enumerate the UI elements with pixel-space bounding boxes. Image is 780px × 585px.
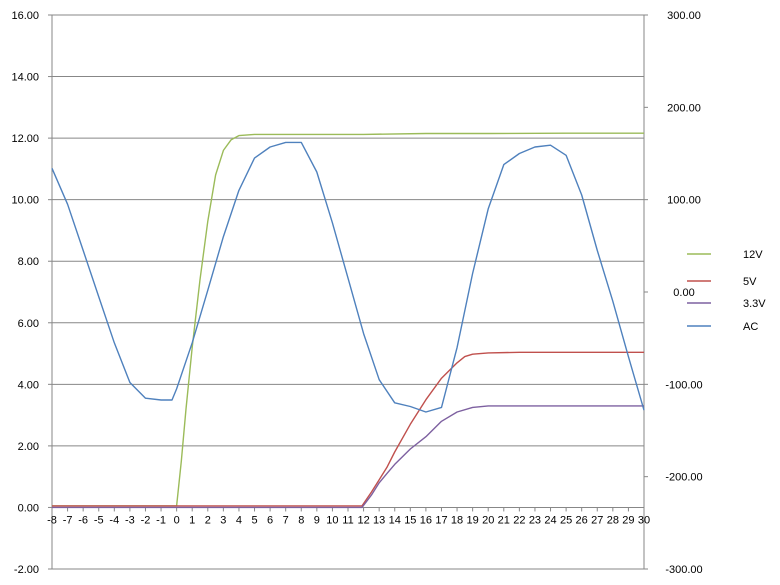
x-tick-label: 3 (220, 514, 226, 526)
x-tick-label: 27 (591, 514, 603, 526)
y-tick-label: 8.00 (18, 256, 39, 268)
x-tick-label: -1 (156, 514, 166, 526)
x-tick-label: 30 (638, 514, 650, 526)
legend-label: 3.3V (743, 298, 766, 310)
x-tick-label: 4 (236, 514, 242, 526)
y-tick-label: 16.00 (11, 10, 39, 22)
x-tick-label: 9 (314, 514, 320, 526)
x-tick-label: 15 (404, 514, 416, 526)
y-tick-label: 6.00 (18, 318, 39, 330)
plot-border (51, 14, 645, 570)
x-tick-label: 11 (342, 514, 353, 526)
x-tick-label: 24 (544, 514, 556, 526)
x-tick-label: -6 (78, 514, 88, 526)
x-tick-label: -4 (109, 514, 119, 526)
y2-tick-label: 0.00 (673, 287, 694, 299)
x-tick-label: 20 (482, 514, 494, 526)
x-tick-label: -8 (47, 514, 57, 526)
x-tick-label: -2 (141, 514, 151, 526)
x-tick-label: 25 (560, 514, 572, 526)
x-tick-label: 18 (451, 514, 463, 526)
y2-tick-label: -200.00 (665, 472, 702, 484)
x-tick-label: 12 (357, 514, 369, 526)
y2-tick-label: 200.00 (667, 102, 701, 114)
x-tick-label: 8 (298, 514, 304, 526)
legend-label: 5V (743, 276, 757, 288)
x-tick-label: 19 (467, 514, 479, 526)
x-tick-label: 10 (326, 514, 338, 526)
series-line-3-3v (52, 405, 644, 509)
y2-tick-label: -100.00 (665, 379, 702, 391)
x-axis-ticks: -8 -7 -6 -5 -4 -3 -2 -1 0 1 2 3 4 5 6 7 8 9 10 11 12 13 14 15 16… (47, 507, 650, 526)
x-tick-label: 14 (389, 514, 401, 526)
series-line-ac (51, 141, 645, 413)
x-tick-label: 1 (189, 514, 195, 526)
plot-area (51, 14, 645, 570)
x-tick-label: 28 (607, 514, 619, 526)
series-line-12v (52, 132, 644, 507)
y-tick-label: 14.00 (11, 72, 39, 84)
x-tick-label: 5 (251, 514, 257, 526)
x-tick-label: -5 (94, 514, 104, 526)
x-tick-label: -3 (125, 514, 135, 526)
x-tick-label: 0 (174, 514, 180, 526)
series-lines (51, 132, 645, 509)
x-tick-label: -7 (63, 514, 73, 526)
x-tick-label: 29 (622, 514, 634, 526)
x-tick-label: 23 (529, 514, 541, 526)
x-tick-label: 26 (576, 514, 588, 526)
x-tick-label: 2 (205, 514, 211, 526)
x-tick-label: 13 (373, 514, 385, 526)
y-tick-label: 12.00 (11, 133, 39, 145)
gridlines (52, 14, 644, 570)
legend-label: 12V (743, 249, 763, 261)
series-line-5v (52, 351, 644, 507)
x-tick-label: 16 (420, 514, 432, 526)
y2-tick-label: -300.00 (665, 564, 702, 576)
y-tick-label: 2.00 (18, 441, 39, 453)
y-tick-label: 10.00 (11, 195, 39, 207)
x-tick-label: 17 (435, 514, 447, 526)
x-tick-label: 21 (498, 514, 510, 526)
legend: 12V 5V 3.3V AC (687, 249, 766, 333)
y-tick-label: 0.00 (18, 502, 39, 514)
y2-tick-label: 300.00 (667, 10, 701, 22)
x-tick-label: 6 (267, 514, 273, 526)
y-tick-label: -2.00 (14, 564, 39, 576)
y-axis-ticks: -2.00 0.00 2.00 4.00 6.00 8.00 10.00 12.00 14.00… (11, 10, 52, 576)
x-tick-label: 22 (513, 514, 525, 526)
legend-label: AC (743, 321, 758, 333)
y2-axis-ticks: -300.00 -200.00 -100.00 0.00 100.00 200.00 300… (644, 10, 703, 576)
x-tick-label: 7 (283, 514, 289, 526)
y-tick-label: 4.00 (18, 379, 39, 391)
y2-tick-label: 100.00 (667, 195, 701, 207)
